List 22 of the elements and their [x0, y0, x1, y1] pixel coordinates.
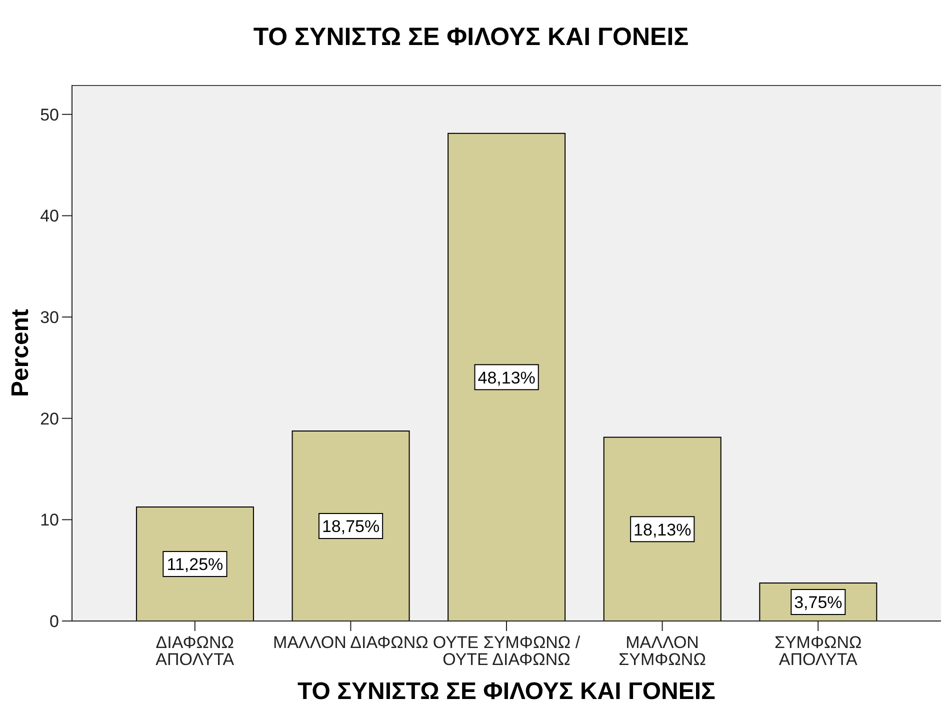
- chart-title: ΤΟ ΣΥΝΙΣΤΩ ΣΕ ΦΙΛΟΥΣ ΚΑΙ ΓΟΝΕΙΣ: [252, 23, 690, 51]
- y-tick-label: 0: [50, 612, 59, 632]
- bar: [292, 430, 410, 621]
- y-axis-title: Percent: [7, 308, 35, 398]
- data-label: 11,25%: [166, 555, 224, 574]
- x-tick-label: ΜΑΛΛΟΝ ΣΥΜΦΩΝΩ: [618, 633, 706, 669]
- x-tick-label: ΜΑΛΛΟΝ ΔΙΑΦΩΝΩ: [273, 633, 428, 652]
- x-tick-label: ΔΙΑΦΩΝΩ ΑΠΟΛΥΤΑ: [156, 633, 235, 669]
- x-tick-label: ΟΥΤΕ ΣΥΜΦΩΝΩ / ΟΥΤΕ ΔΙΑΦΩΝΩ: [432, 633, 580, 669]
- data-label: 18,13%: [634, 520, 692, 540]
- y-tick-label: 20: [40, 409, 59, 428]
- y-tick-label: 10: [40, 510, 59, 530]
- y-tick-label: 40: [40, 206, 59, 226]
- y-tick-label: 50: [40, 105, 59, 124]
- x-tick-label: ΣΥΜΦΩΝΩ ΑΠΟΛΥΤΑ: [774, 633, 862, 669]
- bar: [448, 132, 566, 621]
- bar: [603, 436, 722, 621]
- data-label: 18,75%: [322, 517, 380, 536]
- data-label: 48,13%: [478, 368, 536, 388]
- y-tick-label: 30: [40, 308, 59, 328]
- x-axis-title: ΤΟ ΣΥΝΙΣΤΩ ΣΕ ΦΙΛΟΥΣ ΚΑΙ ΓΟΝΕΙΣ: [296, 678, 716, 706]
- data-label: 3,75%: [794, 593, 842, 612]
